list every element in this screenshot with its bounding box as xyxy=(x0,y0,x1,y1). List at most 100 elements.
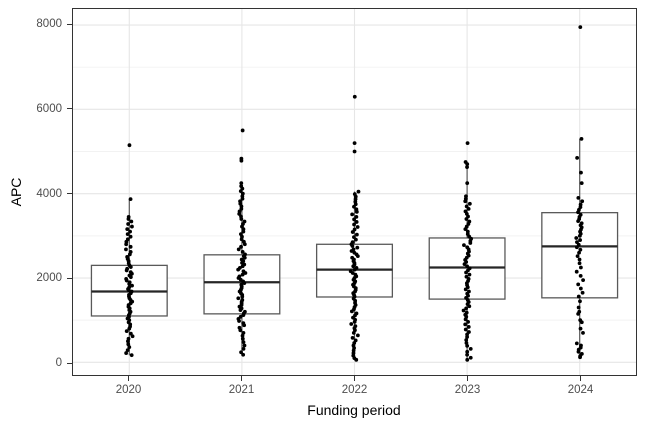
data-point xyxy=(462,243,466,248)
y-tick-label: 2000 xyxy=(36,272,62,285)
data-point xyxy=(574,236,579,240)
data-point xyxy=(239,181,244,186)
data-point xyxy=(467,272,472,277)
data-point xyxy=(356,189,361,194)
data-point xyxy=(465,349,470,354)
y-tick-mark xyxy=(67,23,72,25)
data-point xyxy=(124,268,129,273)
data-point xyxy=(242,255,247,260)
data-point xyxy=(125,348,130,353)
data-point xyxy=(574,341,579,346)
data-point xyxy=(239,350,243,355)
y-tick-label: 8000 xyxy=(36,18,62,31)
data-point xyxy=(577,233,582,238)
x-tick-mark xyxy=(579,376,582,381)
data-point xyxy=(463,287,468,292)
data-point xyxy=(581,278,585,283)
data-point xyxy=(466,325,471,329)
data-point xyxy=(355,254,360,258)
data-point xyxy=(127,143,132,148)
data-point xyxy=(240,196,245,201)
data-point xyxy=(236,267,241,272)
data-point xyxy=(351,264,356,269)
data-point xyxy=(127,345,132,350)
x-tick-label: 2021 xyxy=(228,384,255,396)
data-point xyxy=(464,338,469,342)
data-point xyxy=(461,308,466,313)
data-point xyxy=(466,319,470,324)
y-tick-mark xyxy=(67,277,72,280)
data-point xyxy=(577,261,582,266)
data-point xyxy=(127,252,132,257)
data-point xyxy=(352,149,357,154)
data-point xyxy=(354,237,358,242)
data-point xyxy=(243,271,248,275)
data-point xyxy=(350,244,355,248)
data-point xyxy=(352,319,357,324)
data-point xyxy=(463,327,468,332)
data-point xyxy=(238,189,243,194)
data-point xyxy=(579,320,584,325)
x-tick-label: 2022 xyxy=(341,384,368,396)
data-point xyxy=(349,249,354,253)
data-point xyxy=(242,323,247,328)
data-point xyxy=(236,247,241,252)
data-point xyxy=(125,227,130,231)
data-point xyxy=(465,335,469,339)
data-point xyxy=(468,241,473,245)
data-point xyxy=(242,281,247,285)
data-point xyxy=(127,326,132,331)
data-point xyxy=(240,264,245,269)
data-point xyxy=(241,352,246,357)
data-point xyxy=(463,317,468,322)
data-point xyxy=(354,357,359,362)
data-point xyxy=(465,352,470,357)
data-point xyxy=(128,244,133,249)
data-point xyxy=(578,286,583,291)
data-point xyxy=(463,322,468,327)
data-point xyxy=(239,217,244,221)
data-point xyxy=(579,181,584,186)
data-point xyxy=(124,351,129,355)
data-point xyxy=(578,299,582,304)
data-point xyxy=(579,136,584,141)
data-point xyxy=(350,212,355,217)
data-point xyxy=(351,330,356,335)
data-point xyxy=(465,264,469,269)
data-point xyxy=(240,333,245,338)
data-point xyxy=(128,275,133,280)
data-point xyxy=(350,336,355,340)
data-point xyxy=(124,242,129,247)
data-point xyxy=(240,272,245,277)
data-point xyxy=(238,308,243,312)
data-point xyxy=(129,353,134,358)
y-tick-label: 4000 xyxy=(36,187,62,200)
data-point xyxy=(355,245,360,250)
x-tick-mark xyxy=(353,376,356,381)
data-point xyxy=(238,328,243,333)
x-tick-label: 2020 xyxy=(115,384,142,396)
x-tick-mark xyxy=(240,376,243,381)
data-point xyxy=(242,242,247,247)
y-tick-mark xyxy=(67,108,72,110)
data-point xyxy=(574,245,579,250)
y-tick-label: 0 xyxy=(55,357,62,370)
data-point xyxy=(241,346,246,351)
data-point xyxy=(352,217,356,222)
data-point xyxy=(580,290,585,295)
data-point xyxy=(466,206,471,211)
data-point xyxy=(581,330,585,335)
data-point xyxy=(240,336,245,341)
data-point xyxy=(467,304,472,309)
data-point xyxy=(241,330,246,335)
data-point xyxy=(578,238,582,242)
data-point xyxy=(352,222,356,227)
data-point xyxy=(575,155,580,160)
data-point xyxy=(128,197,133,202)
data-point xyxy=(576,305,581,310)
data-point xyxy=(576,210,580,215)
data-point xyxy=(580,199,585,204)
y-tick-label: 6000 xyxy=(36,102,62,115)
data-point xyxy=(465,181,470,186)
data-point xyxy=(354,232,359,237)
